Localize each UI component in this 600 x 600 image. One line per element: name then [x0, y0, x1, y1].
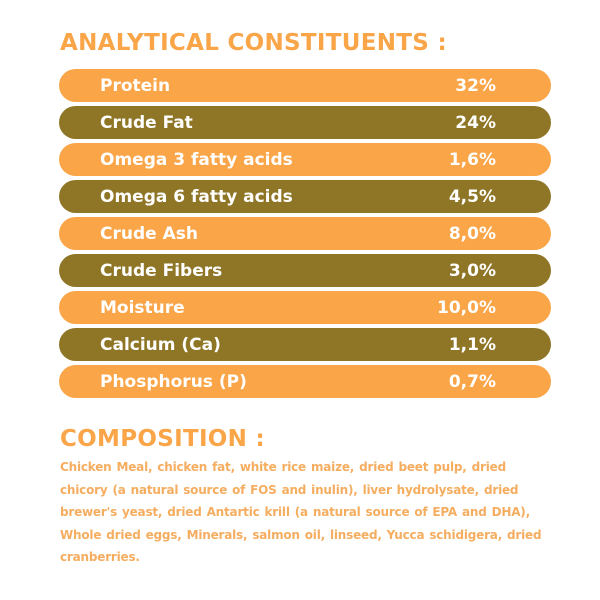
constituent-row-crude-fibers: Crude Fibers 3,0% — [59, 254, 551, 287]
constituent-label: Moisture — [100, 297, 185, 318]
composition-heading: COMPOSITION : — [60, 426, 266, 452]
constituent-label: Calcium (Ca) — [100, 334, 221, 355]
constituent-value: 3,0% — [448, 260, 496, 281]
constituent-value: 8,0% — [448, 223, 496, 244]
constituent-label: Crude Fat — [100, 112, 193, 133]
analytical-constituents-table: Protein 32% Crude Fat 24% Omega 3 fatty … — [59, 69, 551, 402]
constituent-row-moisture: Moisture 10,0% — [59, 291, 551, 324]
composition-text: Chicken Meal, chicken fat, white rice ma… — [60, 460, 542, 565]
analytical-constituents-heading: ANALYTICAL CONSTITUENTS : — [60, 30, 447, 56]
constituent-value: 4,5% — [448, 186, 496, 207]
constituent-value: 24% — [455, 112, 496, 133]
constituent-row-omega-3: Omega 3 fatty acids 1,6% — [59, 143, 551, 176]
constituent-label: Crude Ash — [100, 223, 198, 244]
constituent-value: 1,1% — [448, 334, 496, 355]
constituent-value: 0,7% — [448, 371, 496, 392]
constituent-label: Crude Fibers — [100, 260, 223, 281]
constituent-label: Protein — [100, 75, 171, 96]
constituent-value: 1,6% — [448, 149, 496, 170]
constituent-label: Omega 3 fatty acids — [100, 149, 293, 170]
constituent-value: 10,0% — [437, 297, 496, 318]
constituent-row-crude-fat: Crude Fat 24% — [59, 106, 551, 139]
constituent-row-crude-ash: Crude Ash 8,0% — [59, 217, 551, 250]
constituent-label: Phosphorus (P) — [100, 371, 247, 392]
constituent-label: Omega 6 fatty acids — [100, 186, 293, 207]
constituent-row-omega-6: Omega 6 fatty acids 4,5% — [59, 180, 551, 213]
constituent-row-calcium: Calcium (Ca) 1,1% — [59, 328, 551, 361]
constituent-row-phosphorus: Phosphorus (P) 0,7% — [59, 365, 551, 398]
constituent-value: 32% — [455, 75, 496, 96]
constituent-row-protein: Protein 32% — [59, 69, 551, 102]
